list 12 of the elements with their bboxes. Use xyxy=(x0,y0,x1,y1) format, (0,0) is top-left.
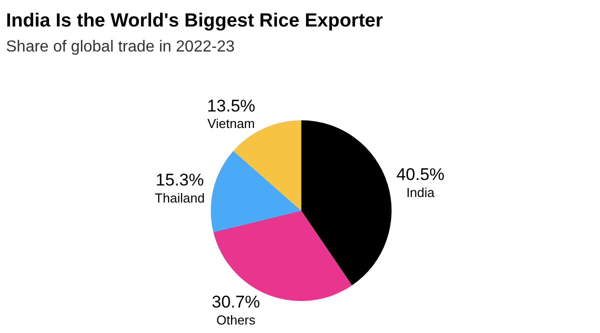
data-label: 40.5% xyxy=(396,165,445,184)
pie-slice xyxy=(210,150,302,232)
data-label: 30.7% xyxy=(212,292,260,312)
slice-label: Vietnam xyxy=(207,116,255,132)
slice-label: India xyxy=(406,184,436,200)
data-label: 13.5% xyxy=(207,96,256,116)
pie-slice xyxy=(301,120,392,286)
slice-label: Others xyxy=(216,312,256,328)
data-label: 15.3% xyxy=(156,170,204,190)
slice-label: Thailand xyxy=(154,190,205,206)
chart-title: India Is the World's Biggest Rice Exporter xyxy=(6,10,384,32)
chart-subtitle: Share of global trade in 2022-23 xyxy=(6,38,235,56)
